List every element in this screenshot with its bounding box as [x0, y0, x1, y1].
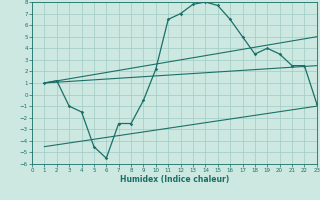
- X-axis label: Humidex (Indice chaleur): Humidex (Indice chaleur): [120, 175, 229, 184]
